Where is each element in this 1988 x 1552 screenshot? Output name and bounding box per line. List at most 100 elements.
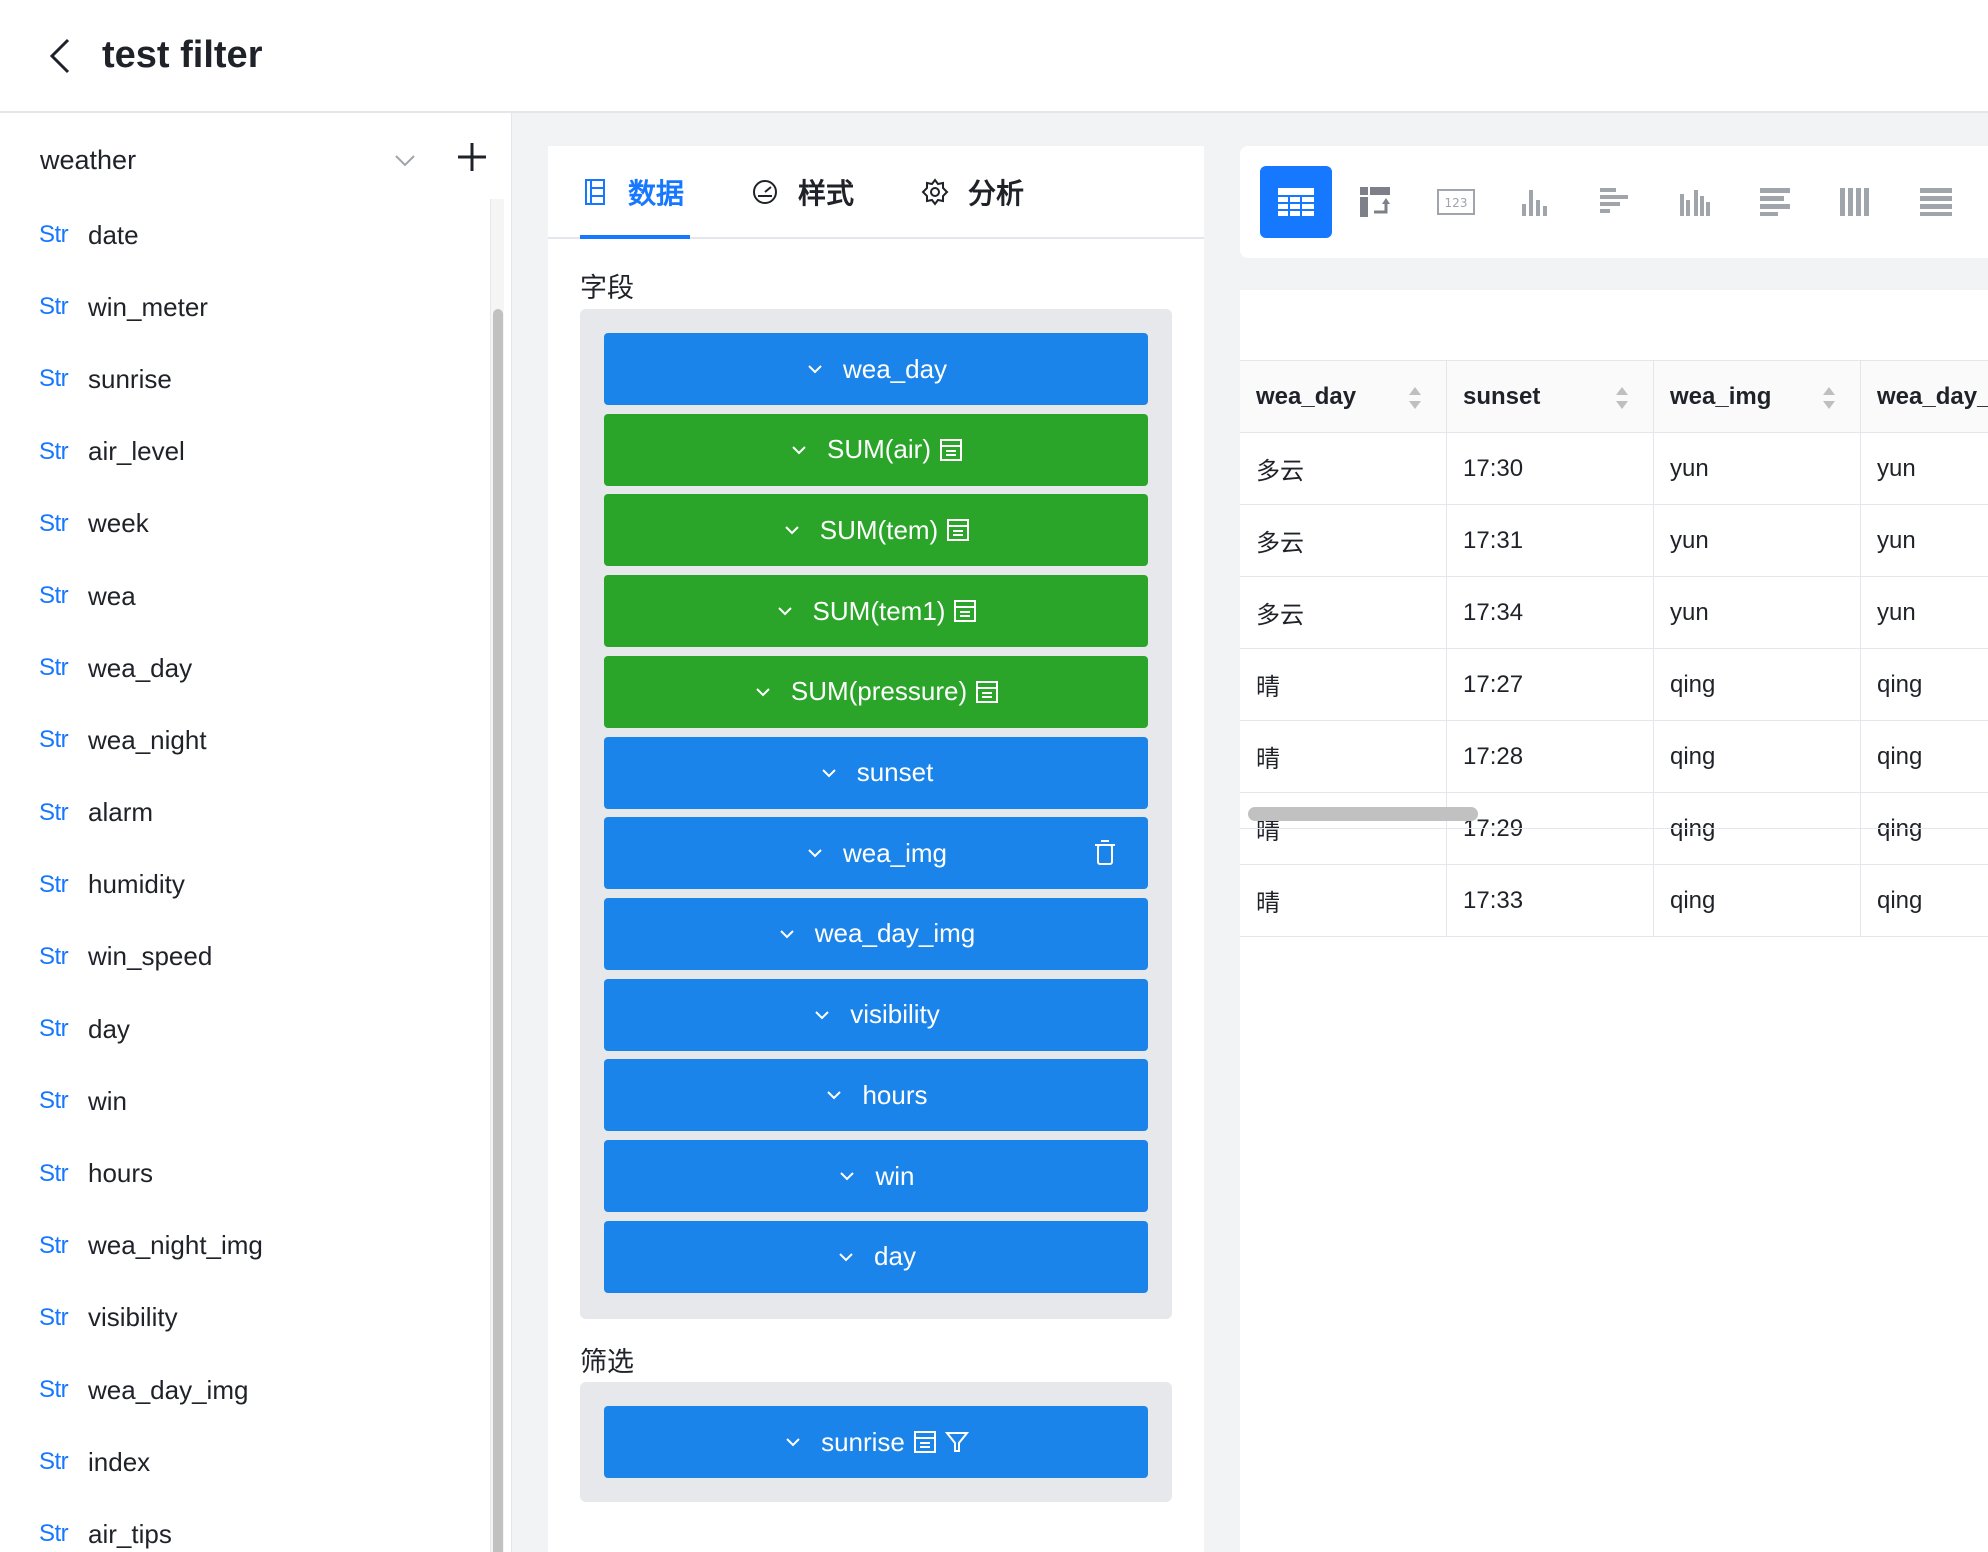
field-item[interactable]: Str air_level: [0, 416, 480, 488]
tab-style[interactable]: 样式: [750, 145, 854, 238]
data-table: wea_day sunset wea_img wea_day_ 多云 17:30 yun y…: [1240, 360, 1988, 937]
string-type-icon: Str: [39, 1376, 69, 1404]
field-item[interactable]: Str win_meter: [0, 271, 480, 343]
chip-label: win: [875, 1160, 915, 1191]
field-chip[interactable]: day: [604, 1220, 1148, 1293]
field-chip[interactable]: win: [604, 1140, 1148, 1212]
field-name: week: [88, 508, 149, 539]
sort-icon[interactable]: [1408, 385, 1422, 411]
sidebar-scroll-thumb[interactable]: [493, 309, 503, 1552]
column-header[interactable]: wea_day_: [1861, 361, 1988, 432]
chart-type-button[interactable]: [1340, 166, 1412, 238]
string-type-icon: Str: [39, 942, 69, 970]
field-item[interactable]: Str day: [0, 993, 480, 1065]
field-item[interactable]: Str wea_day: [0, 632, 480, 704]
field-chip[interactable]: wea_day_img: [604, 897, 1148, 970]
field-item[interactable]: Str visibility: [0, 1282, 480, 1354]
chevron-down-icon[interactable]: [777, 924, 797, 944]
string-type-icon: Str: [39, 582, 69, 610]
field-item[interactable]: Str win_speed: [0, 921, 480, 993]
field-name: wea_night: [88, 724, 207, 755]
table-header-row: wea_day sunset wea_img wea_day_: [1240, 360, 1988, 433]
string-type-icon: Str: [39, 1231, 69, 1259]
field-item[interactable]: Str air_tips: [0, 1498, 480, 1552]
field-chip[interactable]: SUM(tem1): [604, 575, 1148, 648]
fields-drop-zone[interactable]: wea_day SUM(air) SUM(tem) SUM(tem1) SUM(pres…: [580, 309, 1172, 1319]
field-chip[interactable]: SUM(tem): [604, 494, 1148, 567]
chevron-down-icon[interactable]: [782, 520, 802, 540]
chevron-down-icon[interactable]: [789, 440, 809, 460]
sort-icon[interactable]: [1822, 385, 1836, 411]
column-header[interactable]: wea_day: [1240, 361, 1447, 432]
tab-data[interactable]: 数据: [580, 145, 684, 238]
chevron-down-icon[interactable]: [819, 763, 839, 783]
field-item[interactable]: Str sunrise: [0, 343, 480, 415]
filter-drop-zone[interactable]: sunrise: [580, 1382, 1172, 1502]
chart-type-button[interactable]: [1660, 166, 1732, 238]
table-horizontal-scrollbar[interactable]: [1240, 799, 1988, 829]
chip-label: SUM(pressure): [790, 676, 968, 707]
column-header[interactable]: sunset: [1447, 361, 1654, 432]
fields-section-label: 字段: [580, 273, 634, 303]
pivot-table-icon: [1360, 187, 1390, 217]
field-item[interactable]: Str wea: [0, 560, 480, 632]
field-chip[interactable]: sunrise: [604, 1406, 1148, 1478]
chip-label: SUM(tem1): [812, 595, 946, 626]
chip-label: SUM(tem): [819, 514, 939, 545]
field-item[interactable]: Str week: [0, 488, 480, 560]
chevron-down-icon[interactable]: [775, 601, 795, 621]
sort-icon[interactable]: [1615, 385, 1629, 411]
chevron-down-icon[interactable]: [753, 682, 773, 702]
chip-label: wea_img: [842, 837, 948, 868]
field-chip[interactable]: visibility: [604, 978, 1148, 1051]
field-item[interactable]: Str humidity: [0, 849, 480, 921]
field-item[interactable]: Str wea_night: [0, 704, 480, 776]
table-cell: 17:28: [1447, 721, 1654, 792]
chart-type-button[interactable]: [1260, 166, 1332, 238]
chevron-down-icon[interactable]: [805, 843, 825, 863]
field-chip[interactable]: SUM(air): [604, 413, 1148, 486]
delete-icon[interactable]: [1092, 839, 1118, 867]
chart-type-button[interactable]: 123: [1420, 166, 1492, 238]
datasource-select[interactable]: weather: [40, 135, 430, 185]
field-item[interactable]: Str wea_night_img: [0, 1210, 480, 1282]
chevron-down-icon[interactable]: [824, 1085, 844, 1105]
table-cell: yun: [1877, 526, 1916, 554]
field-item[interactable]: Str win: [0, 1065, 480, 1137]
field-item[interactable]: Str index: [0, 1426, 480, 1498]
sidebar-scrollbar[interactable]: [490, 199, 504, 1552]
field-item[interactable]: Str wea_day_img: [0, 1354, 480, 1426]
chart-type-button[interactable]: [1500, 166, 1572, 238]
table-cell: yun: [1877, 454, 1916, 482]
chevron-down-icon[interactable]: [805, 359, 825, 379]
chart-type-button[interactable]: [1740, 166, 1812, 238]
field-item[interactable]: Str alarm: [0, 777, 480, 849]
table-cell: yun: [1654, 433, 1861, 504]
column-header-label: wea_img: [1670, 382, 1772, 410]
chevron-down-icon[interactable]: [836, 1247, 856, 1267]
table-row: 多云 17:30 yun yun: [1240, 433, 1988, 505]
chart-type-button[interactable]: [1900, 166, 1972, 238]
field-item[interactable]: Str date: [0, 199, 480, 271]
field-chip[interactable]: SUM(pressure): [604, 655, 1148, 728]
back-button[interactable]: [38, 34, 82, 78]
table-icon: [1278, 188, 1314, 216]
chevron-down-icon[interactable]: [812, 1005, 832, 1025]
column-header[interactable]: wea_img: [1654, 361, 1861, 432]
table-body: 多云 17:30 yun yun 多云 17:31 yun yun 多云 17:34 yun yun 晴…: [1240, 433, 1988, 937]
field-item[interactable]: Str hours: [0, 1137, 480, 1209]
chevron-down-icon[interactable]: [783, 1432, 803, 1452]
string-type-icon: Str: [39, 1159, 69, 1187]
field-chip[interactable]: sunset: [604, 736, 1148, 809]
field-name: humidity: [88, 869, 185, 900]
chart-type-button[interactable]: [1820, 166, 1892, 238]
table-scroll-thumb[interactable]: [1248, 807, 1478, 821]
chart-type-button[interactable]: [1580, 166, 1652, 238]
field-chip[interactable]: hours: [604, 1059, 1148, 1132]
column-header-label: sunset: [1463, 382, 1541, 410]
field-chip[interactable]: wea_img: [604, 817, 1148, 890]
chevron-down-icon[interactable]: [837, 1166, 857, 1186]
add-icon[interactable]: [452, 137, 492, 177]
tab-analysis[interactable]: 分析: [920, 145, 1024, 238]
field-chip[interactable]: wea_day: [604, 333, 1148, 405]
